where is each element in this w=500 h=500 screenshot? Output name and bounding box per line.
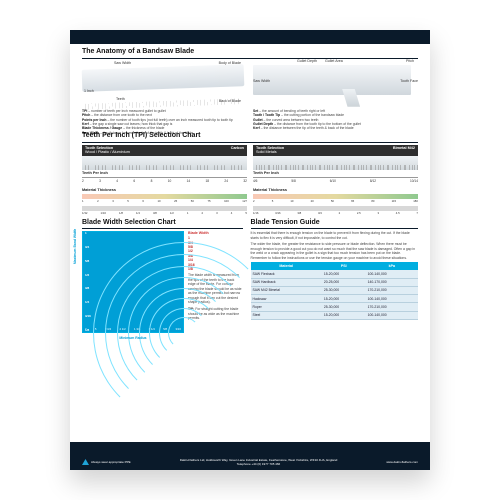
footer-web: www.dakin-flathers.com [386, 460, 418, 464]
bw-title: Blade Width Selection Chart [82, 219, 243, 230]
tension-title: Blade Tension Guide [251, 219, 418, 230]
lbl-back: Back of Blade [219, 99, 241, 103]
ppe-text: Always wear appropriate PPE [91, 460, 131, 464]
card-bg: The Anatomy of a Bandsaw Blade Saw Width… [70, 30, 430, 470]
tpi-left: Tooth SelectionWood / Plastic / Aluminiu… [82, 145, 247, 211]
lbl-tface: Tooth Face [400, 79, 418, 83]
lbl-gdepth: Gullet Depth [297, 59, 317, 63]
bw-chart: 13/45/81/23/81/43/161/8 753 3/42 1/21 3/… [82, 231, 184, 333]
anatomy-blade-left: Saw Width Body of Blade 1 Inch Teeth Bac… [82, 61, 247, 109]
bladewidth-section: Blade Width Selection Chart 13/45/81/23/… [82, 219, 243, 334]
tension-p1: It is essential that there is enough ten… [251, 231, 418, 240]
lbl-pitch: Pitch [406, 59, 414, 63]
tension-p2: The wider the blade, the greater the res… [251, 242, 418, 260]
lbl-saw-width: Saw Width [114, 61, 131, 65]
ppe-icon [82, 459, 89, 465]
lbl-teeth: Teeth [116, 97, 125, 101]
lbl-swidth: Saw Width [253, 79, 270, 83]
anatomy-title: The Anatomy of a Bandsaw Blade [82, 48, 418, 59]
anatomy-section: The Anatomy of a Bandsaw Blade Saw Width… [82, 48, 418, 126]
package-card: The Anatomy of a Bandsaw Blade Saw Width… [70, 30, 430, 470]
tension-table: MaterialPSIkPa SAW Flexback15-20,000100-… [251, 262, 418, 320]
bw-ylabel: Maximum Band Width [73, 229, 77, 264]
bw-xlabel: Minimum Radius [82, 336, 184, 340]
tpi-right: Tooth SelectionSolid MetalsBimetal M42 T… [253, 145, 418, 211]
tpi-section: Teeth Per Inch (TPI) Selection Chart Too… [82, 132, 418, 211]
lbl-body: Body of Blade [219, 61, 241, 65]
footer-addr: Dakin-Flathers Ltd, Holdsworth Way, Gree… [131, 458, 387, 466]
ppe: Always wear appropriate PPE [82, 459, 131, 465]
anatomy-blade-right: Gullet Depth Gullet Area Pitch Tooth Fac… [253, 61, 418, 109]
lbl-garea: Gullet Area [325, 59, 343, 63]
tension-section: Blade Tension Guide It is essential that… [251, 219, 418, 334]
footer: Always wear appropriate PPE Dakin-Flathe… [82, 458, 418, 466]
lbl-1inch: 1 Inch [84, 89, 94, 93]
